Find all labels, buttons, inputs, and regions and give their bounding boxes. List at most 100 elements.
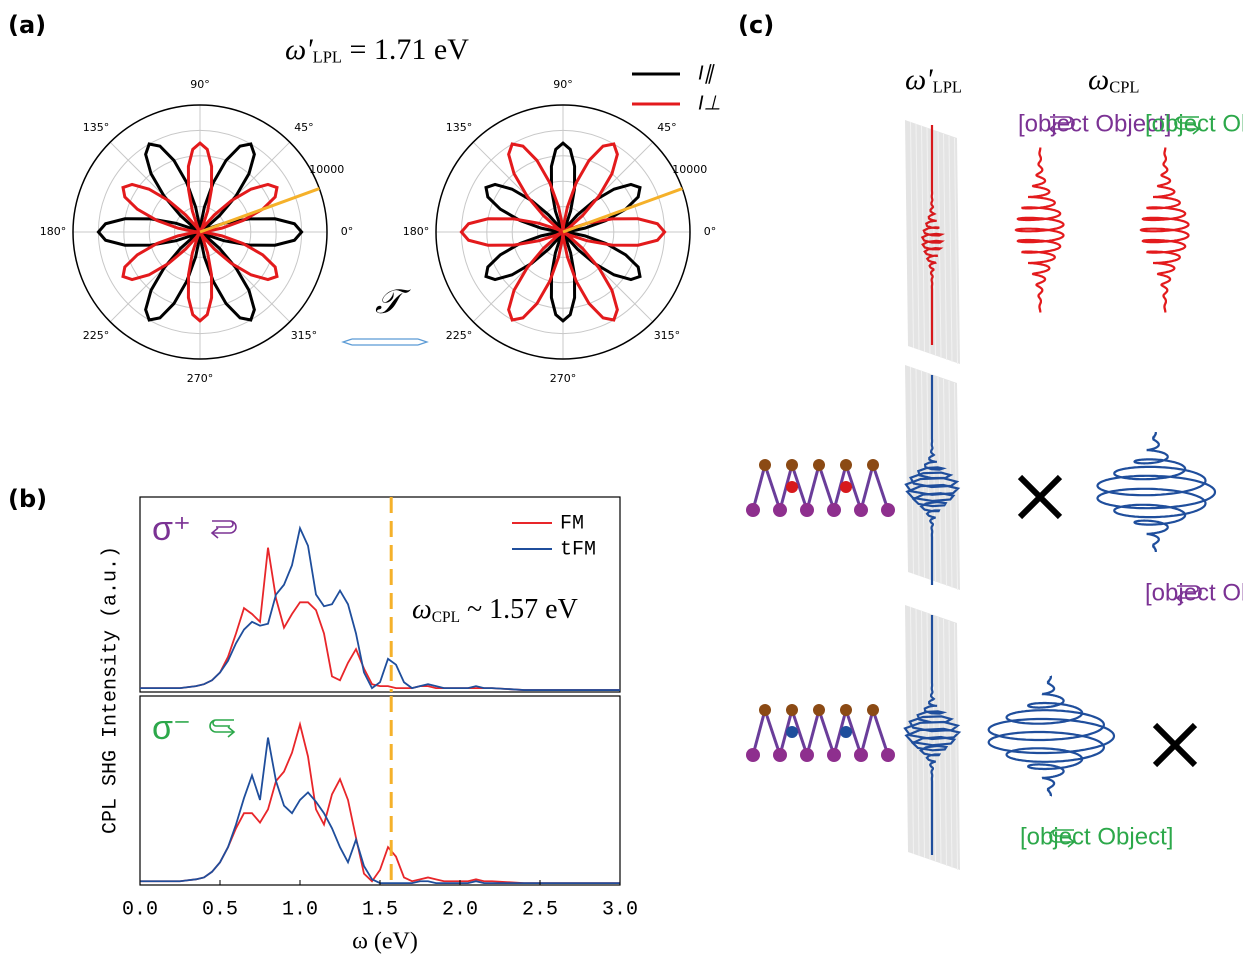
bond (859, 464, 875, 511)
symbol: ω (412, 594, 432, 625)
atom (786, 481, 798, 493)
atom (813, 704, 825, 716)
waveform (920, 125, 946, 345)
atom (854, 503, 868, 517)
sheet-line (948, 135, 953, 363)
sheet-line (943, 378, 947, 587)
symbol: ω' (285, 33, 313, 66)
sheet-line (910, 606, 914, 855)
helicity-icon (210, 520, 237, 539)
sheet-line (937, 376, 942, 585)
atom (840, 481, 852, 493)
helix (1014, 147, 1065, 313)
waveform (904, 375, 961, 585)
theta-tick-label: 180° (40, 225, 67, 238)
helix (1139, 147, 1190, 313)
atom (840, 704, 852, 716)
helicity-label: [object Object] (1145, 579, 1243, 606)
icon-stroke (1177, 585, 1202, 599)
theta-tick-label: 270° (550, 372, 577, 385)
grid-spoke (472, 141, 564, 233)
sheet-line (937, 616, 942, 865)
theta-tick-label: 315° (654, 329, 681, 342)
sheet-line (915, 123, 920, 351)
atom (773, 503, 787, 517)
icon-stroke (209, 719, 234, 733)
theta-tick-label: 135° (83, 121, 110, 134)
x-tick-label: 2.5 (522, 898, 558, 921)
bond (871, 709, 890, 756)
x-tick-label: 0.0 (122, 898, 158, 921)
rich-text: ωCPL (1088, 63, 1139, 96)
sheet-line (910, 121, 914, 349)
sheet-line (915, 608, 920, 857)
polar-curve (459, 142, 667, 322)
panel-label: (a) (8, 11, 46, 39)
bond (763, 464, 782, 511)
legend-label: I⊥ (698, 92, 721, 114)
bond (790, 709, 809, 756)
theta-tick-label: 225° (83, 329, 110, 342)
theta-tick-label: 45° (294, 121, 314, 134)
subscript: LPL (313, 47, 342, 66)
atom (881, 748, 895, 762)
panel-label: (c) (738, 11, 774, 39)
icon-stroke (212, 520, 237, 534)
x-tick-label: 0.5 (202, 898, 238, 921)
atom (813, 459, 825, 471)
line-series (140, 525, 620, 691)
panel-label: (b) (8, 485, 47, 513)
icon-head (1192, 123, 1201, 135)
bond (763, 709, 782, 756)
subscript: CPL (432, 609, 460, 626)
grid-spoke (199, 141, 291, 233)
atom (867, 704, 879, 716)
sheet-line (943, 618, 947, 867)
theta-tick-label: 90° (190, 78, 210, 91)
helicity-label: [object Object] (1018, 110, 1171, 137)
grid-spoke (109, 141, 201, 233)
theta-tick-label: 0° (341, 225, 354, 238)
text: = 1.71 eV (342, 33, 469, 66)
icon-stroke (1050, 116, 1075, 130)
atom (881, 503, 895, 517)
icon-head (1175, 592, 1184, 604)
icon-head (227, 726, 236, 738)
r-tick-label: 10000 (309, 163, 344, 176)
helicity-icon (1174, 116, 1201, 135)
bond (844, 709, 863, 756)
sheet-line (926, 612, 931, 861)
helicity-label: σ⁻ (152, 709, 191, 747)
sheet-line (954, 382, 958, 591)
icon-head (1067, 836, 1076, 848)
line-series (140, 720, 620, 885)
bond (751, 709, 767, 756)
legend-label: tFM (560, 538, 596, 561)
atom (786, 704, 798, 716)
helicity-icon (1049, 829, 1076, 848)
sheet-line (921, 610, 925, 859)
atom (800, 748, 814, 762)
grid-spoke (199, 231, 291, 323)
bond (790, 464, 809, 511)
atom (746, 748, 760, 762)
atom (840, 726, 852, 738)
bond (751, 464, 767, 511)
helicity-label: [object Object] (1020, 823, 1173, 850)
helicity-label: σ⁺ (152, 510, 191, 548)
r-tick-label: 10000 (672, 163, 707, 176)
waveform (903, 615, 962, 855)
theta-tick-label: 0° (704, 225, 717, 238)
icon-head (210, 527, 219, 539)
x-tick-label: 2.0 (442, 898, 478, 921)
icon-stroke (1049, 829, 1074, 843)
x-axis-label: ω (eV) (352, 929, 418, 955)
atom (773, 748, 787, 762)
rich-text: ω'LPL = 1.71 eV (285, 33, 469, 66)
bond (817, 464, 836, 511)
cross (1017, 474, 1063, 520)
grid-spoke (562, 141, 654, 233)
sheet-line (943, 133, 947, 361)
helicity-icon (1175, 585, 1202, 604)
